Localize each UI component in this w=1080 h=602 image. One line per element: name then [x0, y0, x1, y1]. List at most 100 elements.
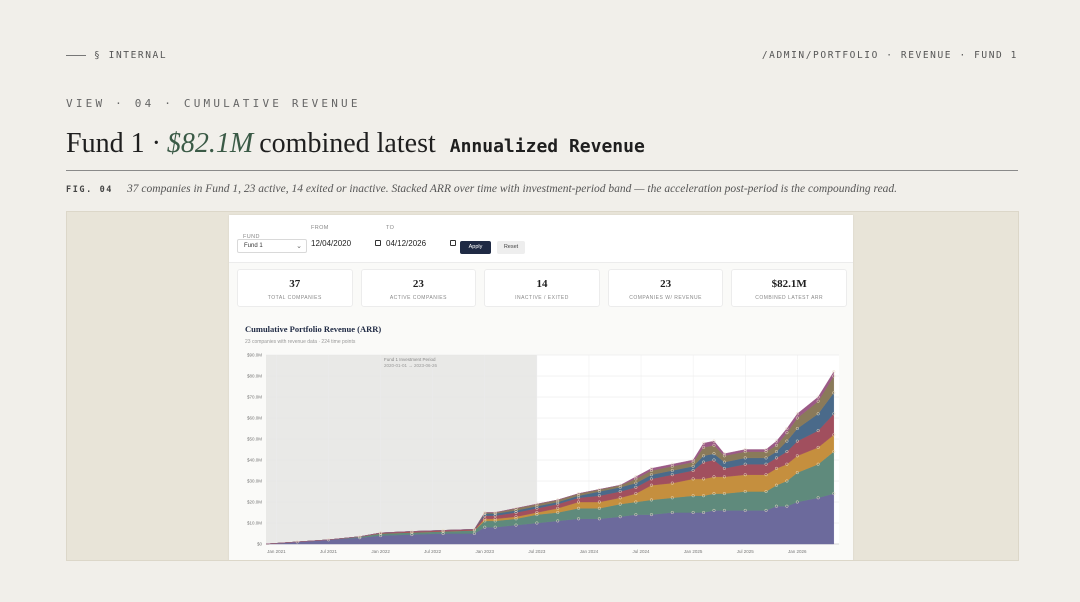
data-point	[764, 489, 768, 494]
from-label: FROM	[311, 225, 329, 231]
data-point	[634, 475, 638, 479]
data-point	[832, 412, 836, 416]
data-point	[483, 512, 487, 516]
data-point	[691, 458, 695, 462]
data-point	[764, 447, 768, 452]
calendar-icon[interactable]	[375, 240, 381, 246]
reset-button[interactable]: Reset	[497, 241, 525, 254]
data-point	[722, 460, 726, 464]
y-tick-label: $70.0M	[247, 395, 262, 400]
stat-card-active: 23 ACTIVE COMPANIES	[360, 269, 477, 307]
fund-select-value: Fund 1	[244, 243, 263, 249]
data-point	[472, 531, 476, 536]
data-point	[764, 473, 768, 477]
y-tick-label: $90.0M	[247, 353, 262, 358]
title-value: $82.1M	[166, 128, 254, 159]
data-point	[832, 433, 836, 437]
data-point	[634, 477, 638, 481]
data-point	[670, 481, 674, 485]
data-point	[774, 466, 779, 470]
data-point	[795, 416, 799, 420]
data-point	[712, 458, 716, 462]
data-point	[649, 513, 654, 517]
data-point	[556, 506, 560, 510]
data-point	[535, 513, 539, 517]
data-point	[702, 460, 706, 464]
chart-title: Cumulative Portfolio Revenue (ARR)	[245, 324, 382, 334]
data-point	[576, 492, 581, 496]
caption-text: 37 companies in Fund 1, 23 active, 14 ex…	[127, 183, 898, 195]
data-point	[483, 514, 487, 518]
y-tick-label: $20.0M	[247, 500, 262, 505]
view-label: VIEW · 04 · CUMULATIVE REVENUE	[66, 97, 361, 110]
area-series-7	[265, 371, 834, 545]
data-point	[712, 443, 716, 447]
top-bar: § INTERNAL /ADMIN/PORTFOLIO · REVENUE · …	[66, 48, 1018, 62]
data-point	[702, 510, 706, 515]
data-point	[764, 462, 768, 466]
stat-value: 14	[536, 278, 548, 290]
stat-label: TOTAL COMPANIES	[267, 295, 322, 301]
data-point	[576, 494, 581, 498]
data-point	[743, 489, 747, 494]
data-point	[358, 536, 362, 540]
data-point	[514, 506, 518, 510]
y-tick-label: $80.0M	[247, 374, 262, 379]
data-point	[795, 426, 799, 431]
data-point	[441, 529, 445, 533]
y-tick-label: $50.0M	[247, 437, 262, 442]
data-point	[618, 496, 622, 500]
data-point	[774, 483, 779, 487]
data-point	[556, 502, 560, 506]
data-point	[618, 485, 622, 489]
data-point	[816, 445, 820, 449]
data-point	[514, 508, 518, 512]
band-range-label: 2020-01-01 → 2023-06-26	[384, 363, 438, 368]
data-point	[743, 456, 747, 460]
stat-value: 23	[660, 278, 672, 290]
data-point	[743, 473, 747, 477]
data-point	[514, 517, 518, 521]
to-date-input[interactable]: 04/12/2026	[386, 237, 458, 251]
stat-value: $82.1M	[771, 278, 807, 290]
data-point	[816, 399, 820, 403]
x-axis-ticks: Jan 2021 Jul 2021 Jan 2022 Jul 2022 Jan 2023…	[267, 549, 807, 554]
stat-card-total: 37 TOTAL COMPANIES	[237, 269, 353, 307]
data-point	[535, 506, 539, 510]
data-point	[483, 517, 487, 521]
data-point	[483, 510, 487, 515]
y-tick-label: $60.0M	[247, 416, 262, 421]
data-point	[691, 510, 695, 515]
x-tick-label: Jul 2021	[320, 549, 338, 554]
x-tick-label: Jan 2023	[476, 549, 495, 554]
data-point	[618, 515, 622, 519]
data-point	[722, 454, 726, 458]
data-point	[722, 466, 726, 470]
data-point	[535, 504, 539, 508]
data-point	[832, 492, 836, 496]
data-point	[795, 471, 799, 475]
data-point	[816, 412, 820, 416]
y-tick-label: $40.0M	[247, 458, 262, 463]
from-date-input[interactable]: 12/04/2020	[311, 237, 383, 251]
x-tick-label: Jul 2022	[424, 549, 442, 554]
data-point	[670, 464, 674, 468]
data-point	[472, 528, 476, 532]
data-point	[441, 528, 445, 532]
stats-row: 37 TOTAL COMPANIES 23 ACTIVE COMPANIES 1…	[237, 269, 847, 307]
fund-select[interactable]: Fund 1 ⌄	[237, 239, 307, 253]
y-tick-label: $30.0M	[247, 479, 262, 484]
data-point	[764, 450, 768, 454]
x-tick-label: Jul 2023	[528, 549, 546, 554]
stat-label: ACTIVE COMPANIES	[389, 295, 447, 301]
data-point	[670, 510, 674, 515]
data-point	[816, 462, 820, 466]
apply-button[interactable]: Apply	[460, 241, 491, 254]
title-divider	[66, 170, 1018, 171]
page-title: Fund 1 · $82.1M combined latest Annualiz…	[66, 128, 1018, 160]
data-point	[795, 412, 799, 416]
section-rule	[66, 54, 86, 56]
title-rest: combined latest	[259, 128, 436, 159]
data-point	[832, 391, 836, 395]
calendar-icon[interactable]	[450, 240, 456, 246]
